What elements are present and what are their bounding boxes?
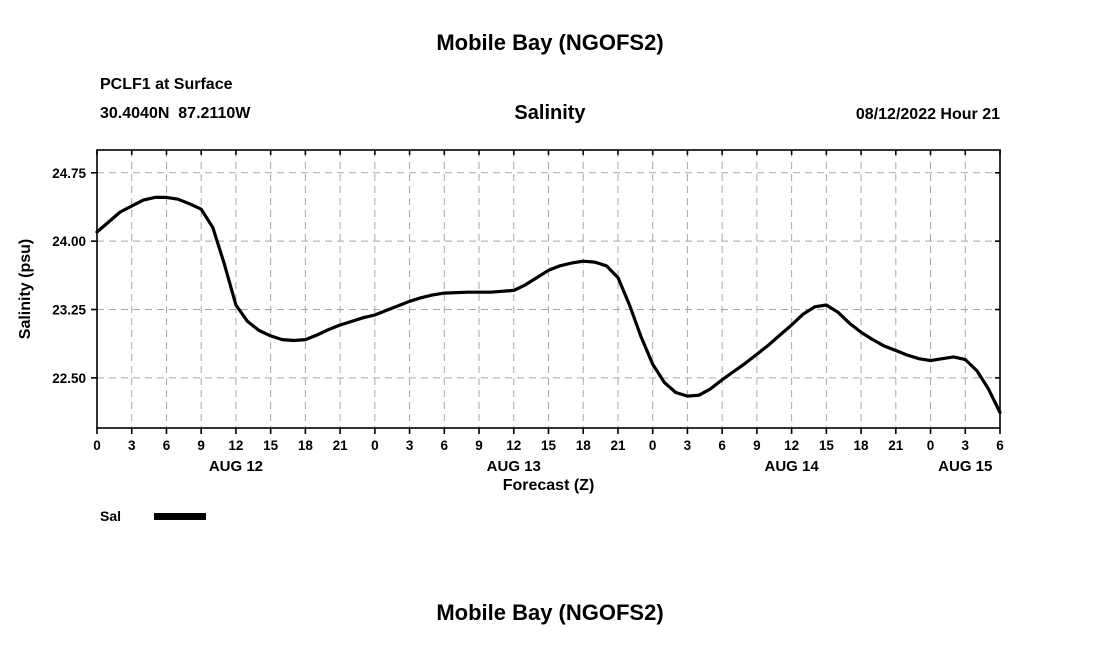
legend-label-sal: Sal <box>100 508 122 524</box>
y-axis-label: Salinity (psu) <box>17 238 34 340</box>
x-tick-label: 6 <box>996 438 1004 453</box>
x-tick-label: 12 <box>506 438 521 453</box>
y-tick-label: 22.50 <box>52 371 86 386</box>
forecast-datetime: 08/12/2022 Hour 21 <box>855 106 1000 123</box>
x-tick-label: 12 <box>784 438 799 453</box>
x-tick-label: 3 <box>128 438 136 453</box>
x-tick-label: 21 <box>333 438 349 453</box>
x-tick-label: 9 <box>475 438 483 453</box>
x-tick-label: 3 <box>406 438 414 453</box>
x-tick-label: 6 <box>163 438 171 453</box>
x-tick-label: 15 <box>263 438 279 453</box>
x-tick-label: 15 <box>541 438 557 453</box>
x-axis-label: Forecast (Z) <box>502 477 595 494</box>
date-label: AUG 14 <box>765 458 820 475</box>
bottom-page-title: Mobile Bay (NGOFS2) <box>436 600 664 625</box>
x-tick-label: 18 <box>576 438 592 453</box>
x-tick-label: 15 <box>819 438 835 453</box>
x-tick-label: 9 <box>197 438 205 453</box>
x-tick-label: 12 <box>228 438 243 453</box>
x-tick-label: 0 <box>649 438 657 453</box>
legend-line-swatch <box>154 512 207 520</box>
y-tick-label: 23.25 <box>52 303 86 318</box>
chart-title: Salinity <box>514 102 586 124</box>
station-name: PCLF1 at Surface <box>100 76 233 93</box>
x-tick-label: 9 <box>753 438 761 453</box>
x-tick-label: 6 <box>718 438 726 453</box>
x-tick-label: 0 <box>371 438 379 453</box>
x-tick-label: 18 <box>298 438 314 453</box>
station-coordinates: 30.4040N 87.2110W <box>100 105 251 122</box>
y-tick-label: 24.00 <box>52 234 86 249</box>
date-label: AUG 15 <box>938 458 992 475</box>
x-tick-label: 0 <box>93 438 101 453</box>
x-tick-label: 0 <box>927 438 935 453</box>
salinity-line <box>95 195 1002 415</box>
x-tick-label: 6 <box>441 438 449 453</box>
legend: Sal <box>100 508 207 524</box>
x-tick-label: 18 <box>854 438 870 453</box>
x-tick-label: 21 <box>888 438 904 453</box>
page-title: Mobile Bay (NGOFS2) <box>436 30 664 55</box>
date-label: AUG 13 <box>487 458 541 475</box>
x-tick-label: 21 <box>610 438 626 453</box>
x-tick-label: 3 <box>684 438 692 453</box>
date-label: AUG 12 <box>209 458 263 475</box>
x-tick-label: 3 <box>962 438 970 453</box>
y-tick-label: 24.75 <box>52 166 86 181</box>
